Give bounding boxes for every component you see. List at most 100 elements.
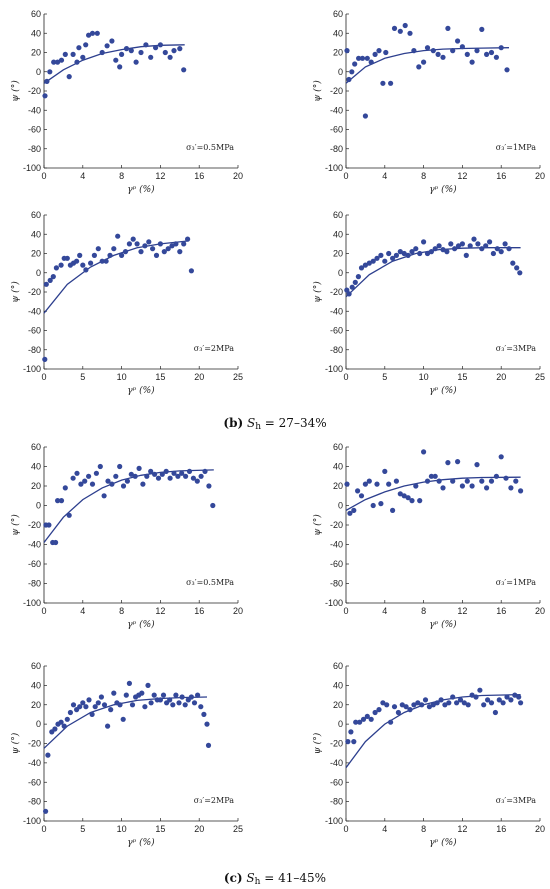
data-point xyxy=(133,59,139,65)
y-tick-label: 0 xyxy=(338,268,343,278)
data-point xyxy=(352,61,358,67)
caption-c: (c) Sh = 41–45% xyxy=(224,871,326,887)
data-point xyxy=(67,709,73,716)
data-point xyxy=(78,481,84,487)
data-point xyxy=(498,45,504,51)
data-point xyxy=(167,475,173,481)
data-point xyxy=(488,49,495,56)
data-point xyxy=(83,267,89,273)
x-axis-label: γᵖ (%) xyxy=(127,385,155,396)
data-point xyxy=(157,697,163,703)
y-tick-label: -40 xyxy=(28,758,41,768)
data-point xyxy=(374,255,380,261)
pressure-note: σ₃′=3MPa xyxy=(496,344,536,353)
x-tick-label: 12 xyxy=(457,171,467,181)
data-point xyxy=(485,697,491,703)
data-point xyxy=(386,481,392,487)
data-point xyxy=(479,26,485,32)
x-tick-label: 16 xyxy=(496,606,506,616)
data-point xyxy=(126,680,132,687)
data-point xyxy=(430,702,436,708)
data-point xyxy=(484,51,490,58)
data-point xyxy=(512,692,518,698)
y-axis-label: ψ (°) xyxy=(312,281,323,303)
data-point xyxy=(349,284,355,290)
data-point xyxy=(382,468,388,474)
y-tick-label: -100 xyxy=(325,816,343,826)
y-axis-label: ψ (°) xyxy=(10,514,21,536)
data-point xyxy=(123,46,130,52)
y-tick-label: -80 xyxy=(28,345,41,355)
data-point xyxy=(88,260,94,266)
x-tick-label: 16 xyxy=(496,824,506,834)
data-point xyxy=(76,45,82,51)
data-point xyxy=(99,258,105,264)
data-point xyxy=(109,38,115,44)
data-point xyxy=(89,30,96,36)
data-point xyxy=(508,697,514,703)
data-point xyxy=(107,252,113,258)
x-axis-label: γᵖ (%) xyxy=(127,184,155,195)
data-point xyxy=(391,25,398,31)
x-tick-label: 20 xyxy=(194,372,204,382)
data-point xyxy=(162,49,168,56)
data-point xyxy=(47,69,53,75)
y-tick-label: 60 xyxy=(31,9,41,19)
data-point xyxy=(368,59,374,65)
data-point xyxy=(435,51,441,58)
data-point xyxy=(70,475,76,481)
data-point xyxy=(463,252,469,258)
data-point xyxy=(445,460,451,466)
data-point xyxy=(55,59,61,65)
data-point xyxy=(372,709,378,716)
y-tick-label: -100 xyxy=(23,598,41,608)
data-point xyxy=(173,241,179,247)
data-point xyxy=(175,473,181,479)
x-tick-label: 20 xyxy=(233,171,243,181)
y-tick-label: -80 xyxy=(330,579,343,589)
data-point xyxy=(360,716,367,722)
data-point xyxy=(119,51,125,58)
data-point xyxy=(194,478,200,484)
y-tick-label: -100 xyxy=(325,163,343,173)
data-point xyxy=(397,28,403,34)
y-tick-label: -80 xyxy=(28,144,41,154)
data-point xyxy=(77,252,83,258)
y-axis-label: ψ (°) xyxy=(312,732,323,754)
data-point xyxy=(370,502,376,509)
data-point xyxy=(144,473,150,479)
y-tick-label: -80 xyxy=(28,579,41,589)
data-point xyxy=(126,241,132,247)
x-tick-label: 4 xyxy=(80,171,85,181)
data-point xyxy=(455,38,461,44)
data-point xyxy=(479,246,485,252)
data-point xyxy=(382,258,388,264)
data-point xyxy=(46,522,52,528)
data-point xyxy=(488,478,495,484)
y-tick-label: 20 xyxy=(333,481,343,491)
y-tick-label: 20 xyxy=(333,700,343,710)
x-tick-label: 10 xyxy=(117,372,127,382)
data-point xyxy=(467,243,473,249)
y-tick-label: -20 xyxy=(28,520,41,530)
data-point xyxy=(454,700,460,706)
y-tick-label: -100 xyxy=(325,598,343,608)
data-point xyxy=(58,57,65,63)
data-point xyxy=(421,239,427,245)
data-point xyxy=(44,78,50,84)
data-point xyxy=(362,481,368,487)
data-point xyxy=(89,481,96,487)
data-point xyxy=(62,51,68,58)
data-point xyxy=(376,707,382,713)
x-tick-label: 15 xyxy=(457,372,467,382)
data-point xyxy=(132,473,138,479)
data-point xyxy=(82,478,88,484)
x-tick-label: 20 xyxy=(535,171,545,181)
x-tick-label: 5 xyxy=(382,372,387,382)
data-point xyxy=(139,690,145,696)
data-point xyxy=(97,463,103,470)
data-point xyxy=(188,694,194,700)
data-point xyxy=(474,462,480,468)
data-point xyxy=(167,697,173,703)
